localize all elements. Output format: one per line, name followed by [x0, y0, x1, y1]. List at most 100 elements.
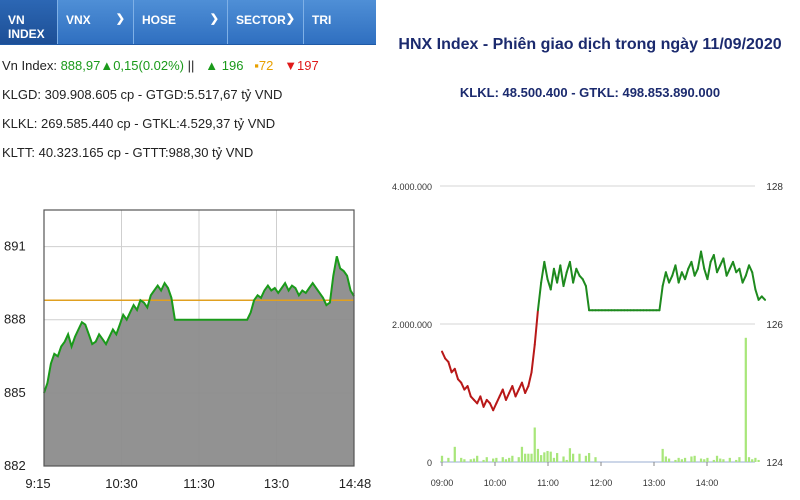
- volume-bar: [476, 455, 479, 462]
- vnindex-panel: VN INDEX VNX ❯ HOSE ❯ SECTOR ❯ TRI Vn In…: [0, 0, 376, 500]
- volume-bar: [751, 459, 754, 462]
- index-line-segment: [674, 264, 680, 284]
- volume-bar: [485, 457, 488, 462]
- index-line-segment: [584, 285, 591, 312]
- unchanged-count: ▪72: [254, 58, 274, 73]
- x-tick-label: 11:30: [183, 476, 215, 491]
- volume-bar: [578, 453, 581, 462]
- x-tick-label: 14:00: [696, 478, 719, 488]
- y-right-tick-label: 128: [766, 182, 783, 193]
- volume-bar: [447, 457, 450, 462]
- tab-sector[interactable]: SECTOR ❯: [228, 0, 304, 44]
- chevron-down-icon: ❯: [115, 13, 125, 25]
- index-line-segment: [716, 264, 722, 274]
- index-line-segment: [549, 267, 555, 291]
- index-line-segment: [700, 250, 706, 270]
- volume-bar: [594, 457, 597, 462]
- volume-bar: [533, 427, 536, 462]
- volume-bar: [565, 459, 568, 462]
- index-change: ▲0,15(0.02%): [100, 58, 185, 73]
- index-line-segment: [668, 274, 674, 284]
- volume-bar: [482, 459, 485, 462]
- tab-vnx-label: VNX: [66, 13, 91, 27]
- x-tick-label: 10:00: [484, 478, 507, 488]
- index-line-segment: [754, 288, 760, 301]
- x-tick-label: 13:0: [263, 476, 290, 491]
- chevron-down-icon: ❯: [285, 13, 295, 25]
- index-line-segment: [501, 388, 507, 401]
- y-right-tick-label: 126: [766, 320, 783, 331]
- volume-bar: [546, 450, 549, 462]
- index-line-segment: [540, 260, 546, 284]
- tab-tri[interactable]: TRI: [304, 0, 376, 44]
- index-line-segment: [536, 281, 543, 312]
- volume-bar: [556, 453, 559, 462]
- index-line-segment: [738, 267, 744, 284]
- volume-bar: [674, 459, 677, 462]
- volume-bar: [504, 459, 508, 462]
- stats-separator: ||: [187, 58, 195, 73]
- index-line-segment: [706, 260, 712, 281]
- index-line-segment: [514, 388, 520, 398]
- index-line-segment: [568, 260, 575, 284]
- volume-bar: [587, 453, 591, 462]
- volume-bar: [744, 337, 747, 462]
- plot-frame: [43, 209, 355, 467]
- y-tick-label: 882: [4, 458, 26, 473]
- y-tick-label: 885: [4, 385, 26, 400]
- volume-bar: [664, 456, 667, 462]
- volume-bar: [524, 453, 527, 462]
- index-line-segment: [562, 271, 568, 288]
- index-line-segment: [677, 271, 683, 284]
- volume-bar: [747, 457, 751, 462]
- index-line: [43, 256, 355, 394]
- volume-bar: [495, 457, 498, 462]
- index-line-segment: [530, 343, 536, 374]
- volume-bar: [520, 446, 524, 462]
- tab-vnx[interactable]: VNX ❯: [58, 0, 134, 44]
- index-line-segment: [575, 267, 581, 277]
- volume-bar: [440, 455, 444, 462]
- index-line-segment: [725, 267, 731, 277]
- volume-bar: [735, 459, 738, 462]
- index-line-segment: [732, 260, 738, 274]
- volume-bar: [562, 456, 565, 462]
- volume-bar: [472, 458, 476, 462]
- volume-bar: [453, 446, 456, 462]
- chevron-down-icon: ❯: [209, 13, 219, 25]
- index-line-segment: [520, 381, 527, 394]
- index-line-segment: [533, 309, 539, 346]
- volume-bar: [703, 459, 706, 462]
- index-line-segment: [559, 264, 565, 288]
- volume-bar: [680, 459, 683, 462]
- index-line-segment: [495, 395, 501, 405]
- volume-bar: [690, 456, 693, 462]
- volume-bar: [511, 455, 514, 462]
- volume-bar: [508, 457, 511, 462]
- tab-tri-label: TRI: [312, 13, 332, 27]
- index-line-segment: [460, 381, 466, 391]
- index-line-segment: [572, 267, 578, 284]
- volume-bar: [469, 459, 472, 462]
- index-tab-bar: VN INDEX VNX ❯ HOSE ❯ SECTOR ❯ TRI: [0, 0, 376, 45]
- volume-bar: [492, 458, 495, 462]
- tab-vn-index[interactable]: VN INDEX: [0, 0, 58, 44]
- volume-bar: [661, 448, 664, 462]
- index-line-segment: [524, 385, 530, 394]
- tab-hose[interactable]: HOSE ❯: [134, 0, 228, 44]
- volume-bar: [530, 453, 533, 462]
- volume-bar: [677, 457, 680, 462]
- volume-bar: [715, 455, 719, 462]
- index-line-segment: [581, 278, 587, 288]
- volume-bar: [728, 457, 731, 462]
- volume-bar: [543, 452, 546, 462]
- index-line-segment: [527, 371, 533, 388]
- volume-bar: [460, 457, 463, 462]
- volume-bar: [754, 457, 757, 462]
- index-line-segment: [511, 385, 517, 398]
- volume-bar: [693, 455, 696, 462]
- y-left-tick-label: 4.000.000: [392, 182, 432, 192]
- index-line-segment: [482, 398, 488, 408]
- vnindex-intraday-chart: 882 885 888 891: [4, 209, 355, 473]
- volume-bar: [527, 453, 530, 462]
